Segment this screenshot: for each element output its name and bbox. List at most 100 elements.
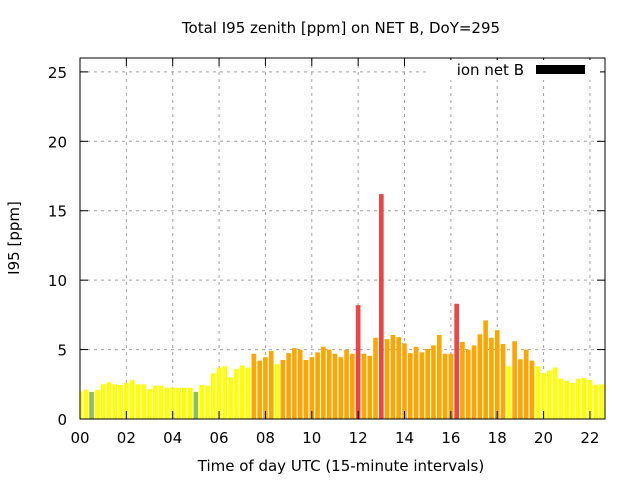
bar <box>251 353 257 419</box>
x-tick-label: 08 <box>256 429 275 447</box>
y-axis: 0 5 10 15 20 25 <box>48 64 605 429</box>
bar <box>199 384 205 419</box>
bar <box>263 357 268 419</box>
bar <box>257 360 262 419</box>
bar <box>564 380 570 419</box>
bar <box>541 373 546 419</box>
bar <box>315 352 320 419</box>
bar <box>431 345 436 419</box>
bar <box>535 366 541 419</box>
x-tick-label: 20 <box>534 429 553 447</box>
x-tick-label: 14 <box>395 429 414 447</box>
bar <box>436 334 442 419</box>
bar <box>268 350 274 419</box>
bar <box>425 348 430 419</box>
bar <box>494 330 500 419</box>
bar <box>599 384 604 419</box>
bar <box>100 384 106 419</box>
bar <box>529 360 535 419</box>
bar <box>164 387 170 419</box>
bar <box>280 359 286 419</box>
bar <box>141 384 147 419</box>
bar <box>402 343 407 419</box>
bar <box>344 349 349 419</box>
bar <box>245 367 251 419</box>
bar <box>355 305 361 419</box>
x-tick-label: 02 <box>117 429 136 447</box>
plot-frame <box>79 57 606 420</box>
bar <box>89 391 94 419</box>
bar <box>384 339 390 419</box>
y-tick-label: 25 <box>48 64 67 82</box>
bar <box>239 365 245 419</box>
bar <box>581 378 587 419</box>
chart-title: Total I95 zenith [ppm] on NET B, DoY=295 <box>181 19 500 37</box>
x-axis-label: Time of day UTC (15-minute intervals) <box>197 457 484 475</box>
bar <box>361 353 367 419</box>
y-tick-label: 0 <box>57 411 67 429</box>
bar <box>523 349 529 419</box>
bar <box>332 353 338 419</box>
x-axis: 00 02 04 06 08 10 12 14 16 18 20 22 <box>70 58 599 447</box>
bar <box>547 370 552 419</box>
bar <box>228 377 233 419</box>
bar <box>170 387 176 419</box>
bar <box>234 369 239 419</box>
bar <box>454 303 459 419</box>
bar <box>129 380 135 419</box>
bar <box>483 320 488 419</box>
x-tick-label: 22 <box>580 429 599 447</box>
bar <box>407 353 413 419</box>
bar <box>153 385 158 419</box>
bar <box>390 334 396 419</box>
bar <box>124 382 129 419</box>
bar <box>413 346 419 419</box>
bar <box>176 387 181 419</box>
bar <box>321 346 326 419</box>
bar <box>112 384 118 419</box>
x-tick-label: 00 <box>70 429 89 447</box>
bar <box>379 194 384 419</box>
bar <box>309 357 315 419</box>
bar <box>570 382 575 419</box>
bar <box>396 337 402 419</box>
bar <box>587 380 593 419</box>
x-tick-label: 12 <box>349 429 368 447</box>
bars <box>80 194 610 419</box>
y-axis-label: I95 [ppm] <box>5 201 23 275</box>
bar <box>442 353 448 419</box>
bar <box>471 345 477 419</box>
bar <box>205 385 210 419</box>
bar <box>135 384 141 419</box>
x-tick-label: 18 <box>488 429 507 447</box>
bar <box>187 387 193 419</box>
bar <box>518 359 523 419</box>
bar <box>605 378 610 419</box>
bar <box>181 387 187 419</box>
bar <box>367 355 373 419</box>
x-tick-label: 16 <box>441 429 460 447</box>
bar <box>558 378 564 419</box>
bar <box>326 349 332 419</box>
bar <box>292 348 297 419</box>
legend-label: ion net B <box>457 61 524 79</box>
bar <box>222 366 228 419</box>
y-tick-label: 5 <box>57 342 67 360</box>
bar <box>147 389 152 419</box>
bar <box>512 341 517 419</box>
bar <box>274 364 280 419</box>
bar <box>350 353 355 419</box>
bar <box>465 349 471 419</box>
bar <box>83 389 89 419</box>
legend: ion net B <box>430 60 600 80</box>
bar <box>419 352 425 419</box>
x-tick-label: 10 <box>302 429 321 447</box>
bar <box>80 391 83 419</box>
bar <box>552 367 558 419</box>
bar <box>210 373 216 419</box>
bar <box>95 389 100 419</box>
bar <box>158 385 164 419</box>
bar <box>448 353 454 419</box>
bar <box>477 334 483 419</box>
